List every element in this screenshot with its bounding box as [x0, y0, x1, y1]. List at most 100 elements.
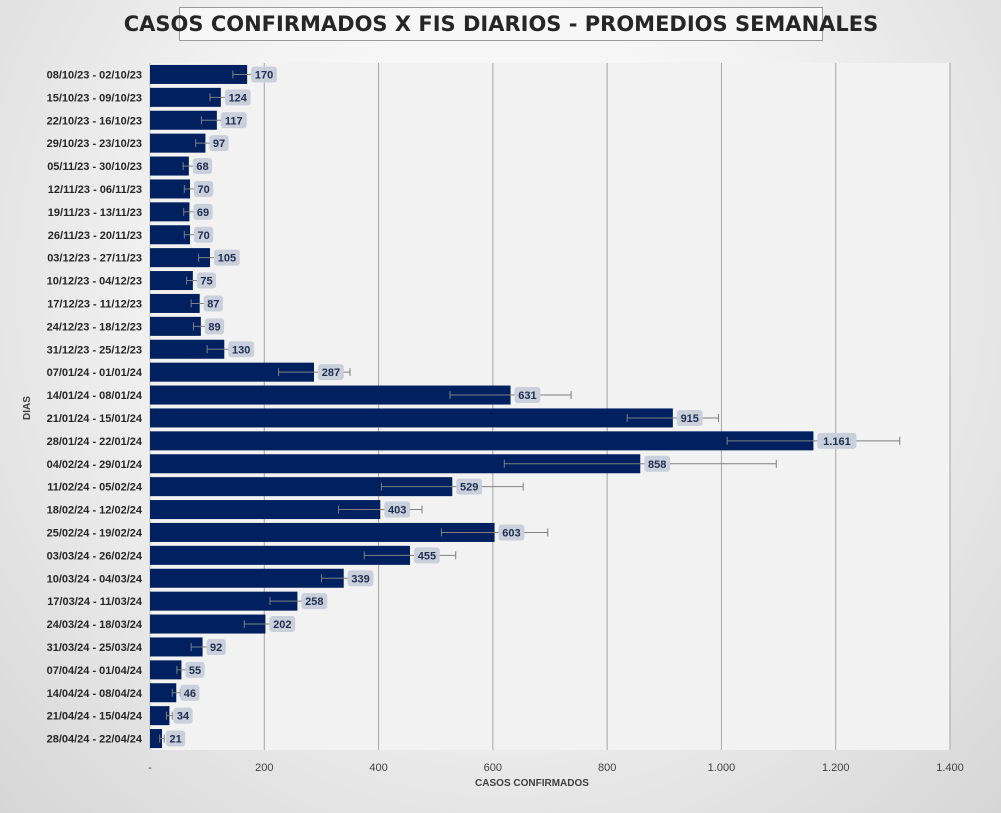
data-label-bg — [514, 387, 541, 404]
data-label-bg — [301, 593, 328, 610]
y-tick-label: 07/01/24 - 01/01/24 — [47, 367, 143, 379]
data-label: 287 — [322, 367, 340, 379]
data-label: 258 — [305, 596, 323, 608]
data-label: 124 — [229, 92, 248, 104]
y-tick-label: 10/03/24 - 04/03/24 — [47, 573, 143, 585]
data-label: 202 — [273, 619, 291, 631]
y-tick-label: 24/03/24 - 18/03/24 — [47, 619, 143, 631]
chart-title: CASOS CONFIRMADOS X FIS DIARIOS - PROMED… — [123, 12, 879, 36]
y-tick-label: 24/12/23 - 18/12/23 — [47, 321, 142, 333]
data-label-bg — [318, 364, 344, 381]
y-tick-label: 17/03/24 - 11/03/24 — [47, 596, 143, 608]
bar — [150, 545, 410, 565]
data-label-bg — [203, 295, 223, 312]
data-label: 603 — [502, 527, 520, 539]
y-tick-label: 14/04/24 - 08/04/24 — [47, 688, 143, 700]
data-label-bg — [384, 501, 411, 518]
data-label-bg — [498, 524, 525, 541]
y-tick-label: 14/01/24 - 08/01/24 — [47, 390, 143, 402]
data-label-bg — [173, 707, 193, 724]
bar — [150, 660, 182, 680]
data-label-bg — [269, 616, 296, 633]
data-label-bg — [196, 272, 217, 289]
bar — [150, 248, 210, 268]
bar — [150, 683, 177, 703]
y-tick-label: 11/02/24 - 05/02/24 — [47, 482, 143, 494]
x-axis-title: CASOS CONFIRMADOS — [475, 778, 589, 789]
data-label-bg — [228, 341, 255, 358]
data-label-bg — [817, 432, 857, 449]
data-label: 68 — [196, 161, 208, 173]
bar — [150, 568, 344, 588]
plot-area — [150, 63, 950, 750]
data-label-bg — [193, 203, 213, 220]
y-tick-label: 31/03/24 - 25/03/24 — [47, 642, 143, 654]
y-tick-label: 21/04/24 - 15/04/24 — [47, 711, 143, 723]
data-label: 105 — [218, 253, 236, 265]
bar — [150, 202, 190, 222]
y-tick-label: 03/03/24 - 26/02/24 — [47, 550, 143, 562]
data-label-bg — [224, 89, 251, 106]
data-label: 455 — [418, 550, 436, 562]
bar — [150, 110, 217, 130]
data-label: 170 — [255, 69, 273, 81]
x-tick-label: 400 — [369, 762, 387, 774]
data-label: 339 — [351, 573, 369, 585]
data-label: 75 — [200, 276, 212, 288]
data-label: 87 — [207, 298, 219, 310]
bar — [150, 64, 248, 84]
data-label: 92 — [210, 642, 222, 654]
bar — [150, 179, 190, 199]
data-label: 46 — [184, 688, 196, 700]
data-label: 130 — [232, 344, 250, 356]
bar — [150, 225, 190, 245]
y-tick-label: 22/10/23 - 16/10/23 — [47, 115, 142, 127]
data-label: 70 — [197, 230, 209, 242]
data-label: 21 — [169, 734, 181, 746]
bar — [150, 408, 673, 428]
bar — [150, 271, 193, 291]
bar — [150, 591, 298, 611]
x-tick-label: 1.400 — [936, 762, 964, 774]
y-tick-label: 08/10/23 - 02/10/23 — [47, 69, 142, 81]
x-tick-label: 1.000 — [708, 762, 736, 774]
bar — [150, 87, 221, 107]
bar — [150, 133, 206, 153]
data-label: 55 — [189, 665, 201, 677]
data-label: 1.161 — [823, 436, 851, 448]
data-label-bg — [180, 684, 200, 701]
data-label-bg — [676, 409, 703, 426]
bar — [150, 522, 495, 542]
data-label-bg — [214, 249, 240, 266]
y-tick-label: 15/10/23 - 09/10/23 — [47, 92, 142, 104]
data-label: 915 — [681, 413, 699, 425]
y-tick-label: 17/12/23 - 11/12/23 — [47, 298, 142, 310]
y-tick-label: 28/04/24 - 22/04/24 — [47, 734, 143, 746]
y-tick-label: 10/12/23 - 04/12/23 — [47, 276, 142, 288]
x-tick-label: - — [148, 762, 152, 774]
bar — [150, 385, 511, 405]
y-tick-label: 04/02/24 - 29/01/24 — [47, 459, 143, 471]
y-tick-label: 18/02/24 - 12/02/24 — [47, 505, 143, 517]
y-tick-label: 05/11/23 - 30/10/23 — [47, 161, 142, 173]
y-tick-label: 29/10/23 - 23/10/23 — [47, 138, 142, 150]
y-tick-label: 19/11/23 - 13/11/23 — [48, 207, 142, 219]
x-tick-label: 600 — [484, 762, 502, 774]
data-label: 631 — [518, 390, 536, 402]
bar — [150, 454, 641, 474]
bar — [150, 431, 814, 451]
y-tick-label: 31/12/23 - 25/12/23 — [47, 344, 142, 356]
data-label: 70 — [197, 184, 209, 196]
bar — [150, 614, 266, 634]
x-tick-label: 1.200 — [822, 762, 850, 774]
bar — [150, 706, 170, 726]
data-label-bg — [220, 112, 247, 129]
y-tick-label: 25/02/24 - 19/02/24 — [47, 527, 143, 539]
y-tick-label: 12/11/23 - 06/11/23 — [48, 184, 142, 196]
bar — [150, 729, 162, 749]
data-label-bg — [251, 66, 277, 83]
data-label-bg — [456, 478, 483, 495]
data-label: 69 — [197, 207, 209, 219]
data-label-bg — [166, 730, 186, 747]
data-label: 529 — [460, 482, 478, 494]
